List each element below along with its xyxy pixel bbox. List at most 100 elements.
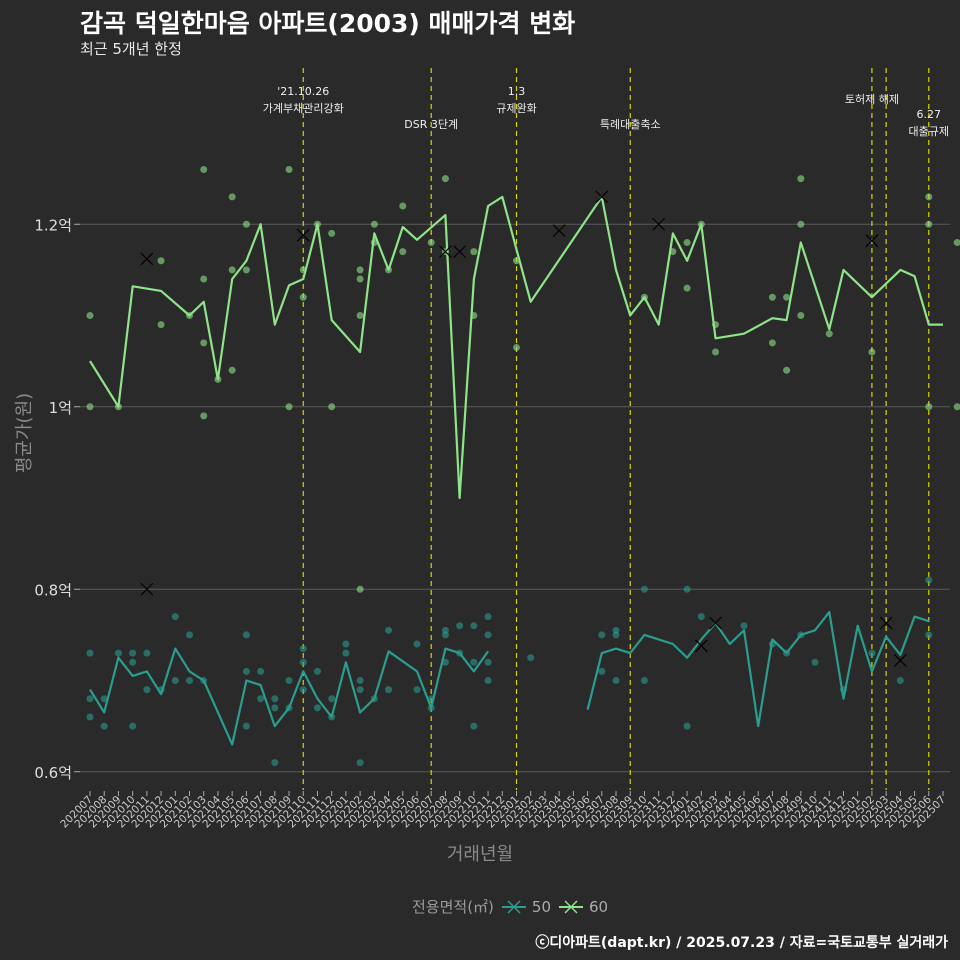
series-50-point [257,667,265,675]
series-50-point [342,640,350,648]
legend-item-50: 50 [500,898,551,916]
series-50-point [598,631,606,639]
series-60-cross-marker [453,245,467,259]
series-60-point [399,202,407,210]
series-50-point [896,677,904,684]
series-50-point [271,704,279,712]
series-50-point [86,713,94,721]
series-50-point [598,667,606,675]
series-60-point [868,348,876,356]
series-50-point [683,722,691,730]
series-50-point [257,695,265,703]
series-50-point [470,722,478,730]
series-50-point [612,631,620,639]
legend-swatch-60 [559,899,583,914]
legend-label-60: 60 [589,897,609,916]
series-50-point [413,686,421,694]
series-50-point [86,695,94,703]
series-60-point [797,312,805,319]
event-annotation: 대출규제 [909,125,949,138]
series-60-point [399,248,407,256]
series-50-line [89,611,930,746]
y-tick-label: 0.6억 [34,764,72,782]
series-50-point [527,654,535,662]
series-50-point [413,640,421,648]
event-annotation: DSR 3단계 [404,118,458,131]
series-50-point [356,677,364,684]
series-60-point [86,312,94,319]
series-50-cross-marker [893,654,907,667]
legend: 전용면적(㎡) 50 60 [412,896,608,917]
series-50-point [356,686,364,694]
series-50-point [313,704,321,712]
series-50-point [86,649,94,657]
series-60-cross-marker [296,228,310,242]
series-50-point [100,722,108,730]
event-annotation: 6.27 [917,108,942,121]
series-50-point [143,686,151,694]
series-50-point [612,677,620,684]
series-50-point [242,667,250,675]
series-50-point [740,622,748,630]
series-50-point [328,695,336,703]
series-50-point [299,645,307,653]
series-50-point [640,585,648,593]
series-50-point [271,695,279,703]
y-tick-label: 1.2억 [34,216,72,234]
series-60-point [200,339,208,347]
series-50-point [186,631,194,639]
series-50-point [925,576,933,584]
series-50-point [925,631,933,639]
series-60-point [285,166,293,173]
series-60-point [299,293,307,301]
series-60-point [683,239,691,246]
series-60-point [200,275,208,283]
series-50-point [484,613,492,621]
series-60-point [356,312,364,319]
series-60-point [825,330,833,338]
series-50-point [441,631,449,639]
series-60-point [925,193,933,201]
series-60-point [470,248,478,256]
event-annotation: 특례대출축소 [600,118,661,131]
series-60-cross-marker [865,234,879,248]
series-50-point [114,649,122,657]
series-50-point [129,658,137,666]
series-50-point [129,649,137,657]
series-60-point [953,403,960,411]
y-tick-label: 1억 [49,399,72,417]
series-60-point [228,266,236,274]
series-50-point [811,658,819,666]
series-60-point [797,175,805,183]
source-caption: ⓒ디아파트(dapt.kr) / 2025.07.23 / 자료=국토교통부 실… [535,935,948,951]
series-60-point [200,166,208,173]
series-60-point [200,412,208,420]
event-annotation: 가계부채관리강화 [263,102,344,115]
series-50-cross-marker [140,582,154,596]
series-60-cross-marker [438,245,452,259]
event-annotation: '21.10.26 [277,85,329,98]
series-60-point [242,220,250,228]
series-60-point [925,220,933,228]
series-60-point [157,321,165,329]
series-60-cross-marker [140,252,154,266]
series-60-point [228,193,236,201]
series-60-point [513,343,520,351]
series-50-point [129,722,137,730]
legend-label-50: 50 [531,897,551,916]
series-50-cross-marker [879,616,893,630]
series-50-point [143,649,151,657]
series-50-point [313,667,321,675]
legend-title: 전용면적(㎡) [412,898,494,916]
series-60-point [441,175,449,183]
series-50-point [470,622,478,630]
series-50-point [484,658,492,666]
series-50-point [385,686,393,694]
x-axis-label: 거래년월 [446,844,514,865]
series-60-point [356,275,364,283]
series-50-point [299,686,307,694]
legend-item-60: 60 [557,898,608,916]
series-60-point [783,293,791,301]
